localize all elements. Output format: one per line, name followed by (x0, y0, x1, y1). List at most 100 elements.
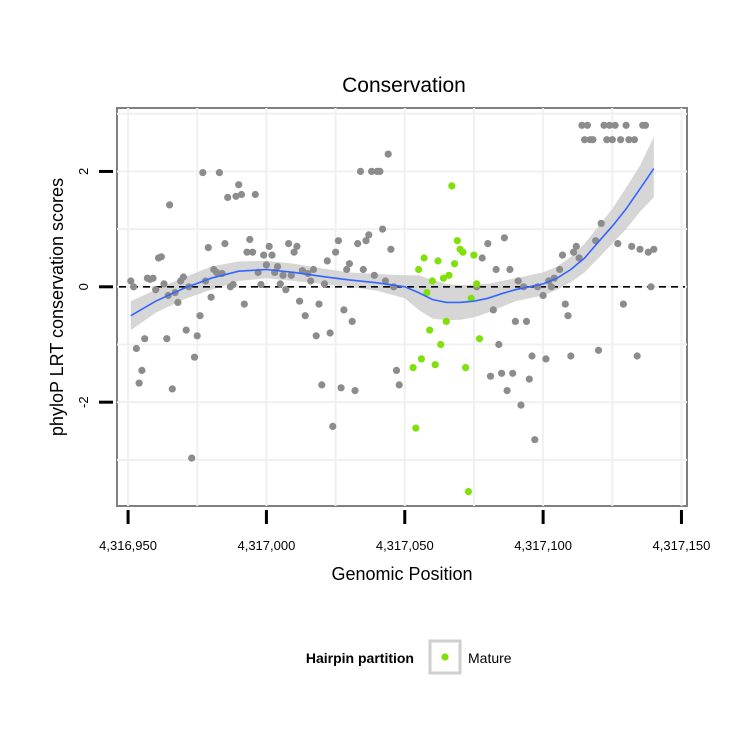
point-other (379, 225, 387, 233)
point-mature (409, 364, 417, 372)
point-mature (451, 260, 459, 268)
point-other (387, 245, 395, 253)
point-other (179, 273, 187, 281)
point-other (511, 317, 519, 325)
point-other (262, 261, 270, 269)
y-tick-label: -2 (76, 396, 91, 408)
point-other (605, 121, 614, 129)
point-other (243, 248, 251, 256)
point-other (641, 121, 650, 129)
point-other (318, 381, 326, 389)
point-other (484, 240, 492, 248)
point-other (381, 277, 389, 285)
point-other (213, 268, 221, 276)
point-other (368, 167, 376, 175)
point-other (578, 121, 586, 129)
point-other (290, 248, 298, 256)
point-other (528, 352, 536, 360)
point-other (581, 136, 589, 144)
point-other (589, 136, 597, 144)
point-other (193, 332, 201, 340)
point-other (542, 355, 550, 363)
smooth-fit-path (130, 168, 655, 317)
point-mature (434, 257, 442, 265)
point-other (273, 263, 282, 271)
point-other (257, 280, 265, 289)
point-other (260, 251, 268, 259)
point-other (249, 248, 257, 256)
point-other (138, 366, 146, 374)
point-other (622, 121, 630, 129)
point-other (489, 306, 497, 314)
x-tick-label: 4,317,100 (514, 538, 572, 553)
smooth-fit-line (130, 168, 655, 317)
point-other (636, 245, 644, 253)
point-other (221, 240, 229, 248)
point-other (506, 265, 514, 274)
point-mature (437, 340, 445, 349)
point-other (392, 366, 401, 374)
point-other (157, 253, 165, 261)
point-other (232, 192, 240, 200)
legend-label-mature: Mature (468, 650, 512, 666)
point-other (547, 283, 556, 291)
point-other (603, 136, 611, 144)
y-axis: -2 0 2 (76, 168, 113, 408)
point-other (564, 312, 572, 320)
point-other (229, 280, 237, 289)
point-other (628, 242, 636, 250)
point-mature (453, 237, 461, 245)
point-other (500, 234, 508, 242)
point-other (633, 352, 641, 360)
point-other (575, 254, 583, 262)
point-other (644, 248, 652, 256)
legend: Hairpin partition Mature (306, 639, 512, 675)
point-other (182, 326, 190, 334)
point-mature (439, 274, 448, 282)
point-other (503, 387, 511, 395)
point-other (337, 384, 345, 392)
point-other (362, 237, 370, 245)
point-other (251, 190, 259, 199)
point-other (351, 387, 359, 395)
point-other (190, 353, 199, 361)
point-mature (475, 335, 484, 343)
point-other (647, 283, 655, 291)
point-other (174, 298, 182, 306)
point-other (160, 280, 168, 288)
point-other (567, 352, 575, 360)
point-other (215, 169, 223, 177)
point-other (492, 265, 500, 274)
point-other (354, 240, 362, 248)
point-other (359, 265, 367, 274)
y-tick-label: 0 (76, 283, 91, 290)
point-other (323, 257, 331, 265)
point-other (486, 372, 495, 380)
legend-key-mature-dot (441, 653, 449, 661)
point-other (395, 381, 403, 389)
point-other (619, 300, 628, 308)
point-other (356, 167, 365, 175)
point-other (478, 254, 486, 262)
point-other (558, 251, 567, 259)
point-other (600, 121, 608, 129)
point-other (207, 293, 215, 301)
x-tick-label: 4,317,000 (237, 538, 295, 553)
point-other (572, 242, 580, 250)
point-other (301, 312, 309, 320)
point-mature (426, 326, 434, 334)
point-other (329, 422, 337, 430)
point-other (630, 136, 639, 144)
point-other (307, 277, 315, 285)
point-other (343, 265, 351, 274)
point-other (517, 401, 525, 409)
point-other (312, 332, 320, 340)
point-other (287, 271, 295, 279)
point-other (514, 277, 522, 285)
point-mature (473, 280, 481, 288)
point-other (617, 136, 625, 144)
point-other (276, 280, 284, 288)
x-tick-label: 4,317,050 (376, 538, 434, 553)
point-other (365, 231, 373, 239)
